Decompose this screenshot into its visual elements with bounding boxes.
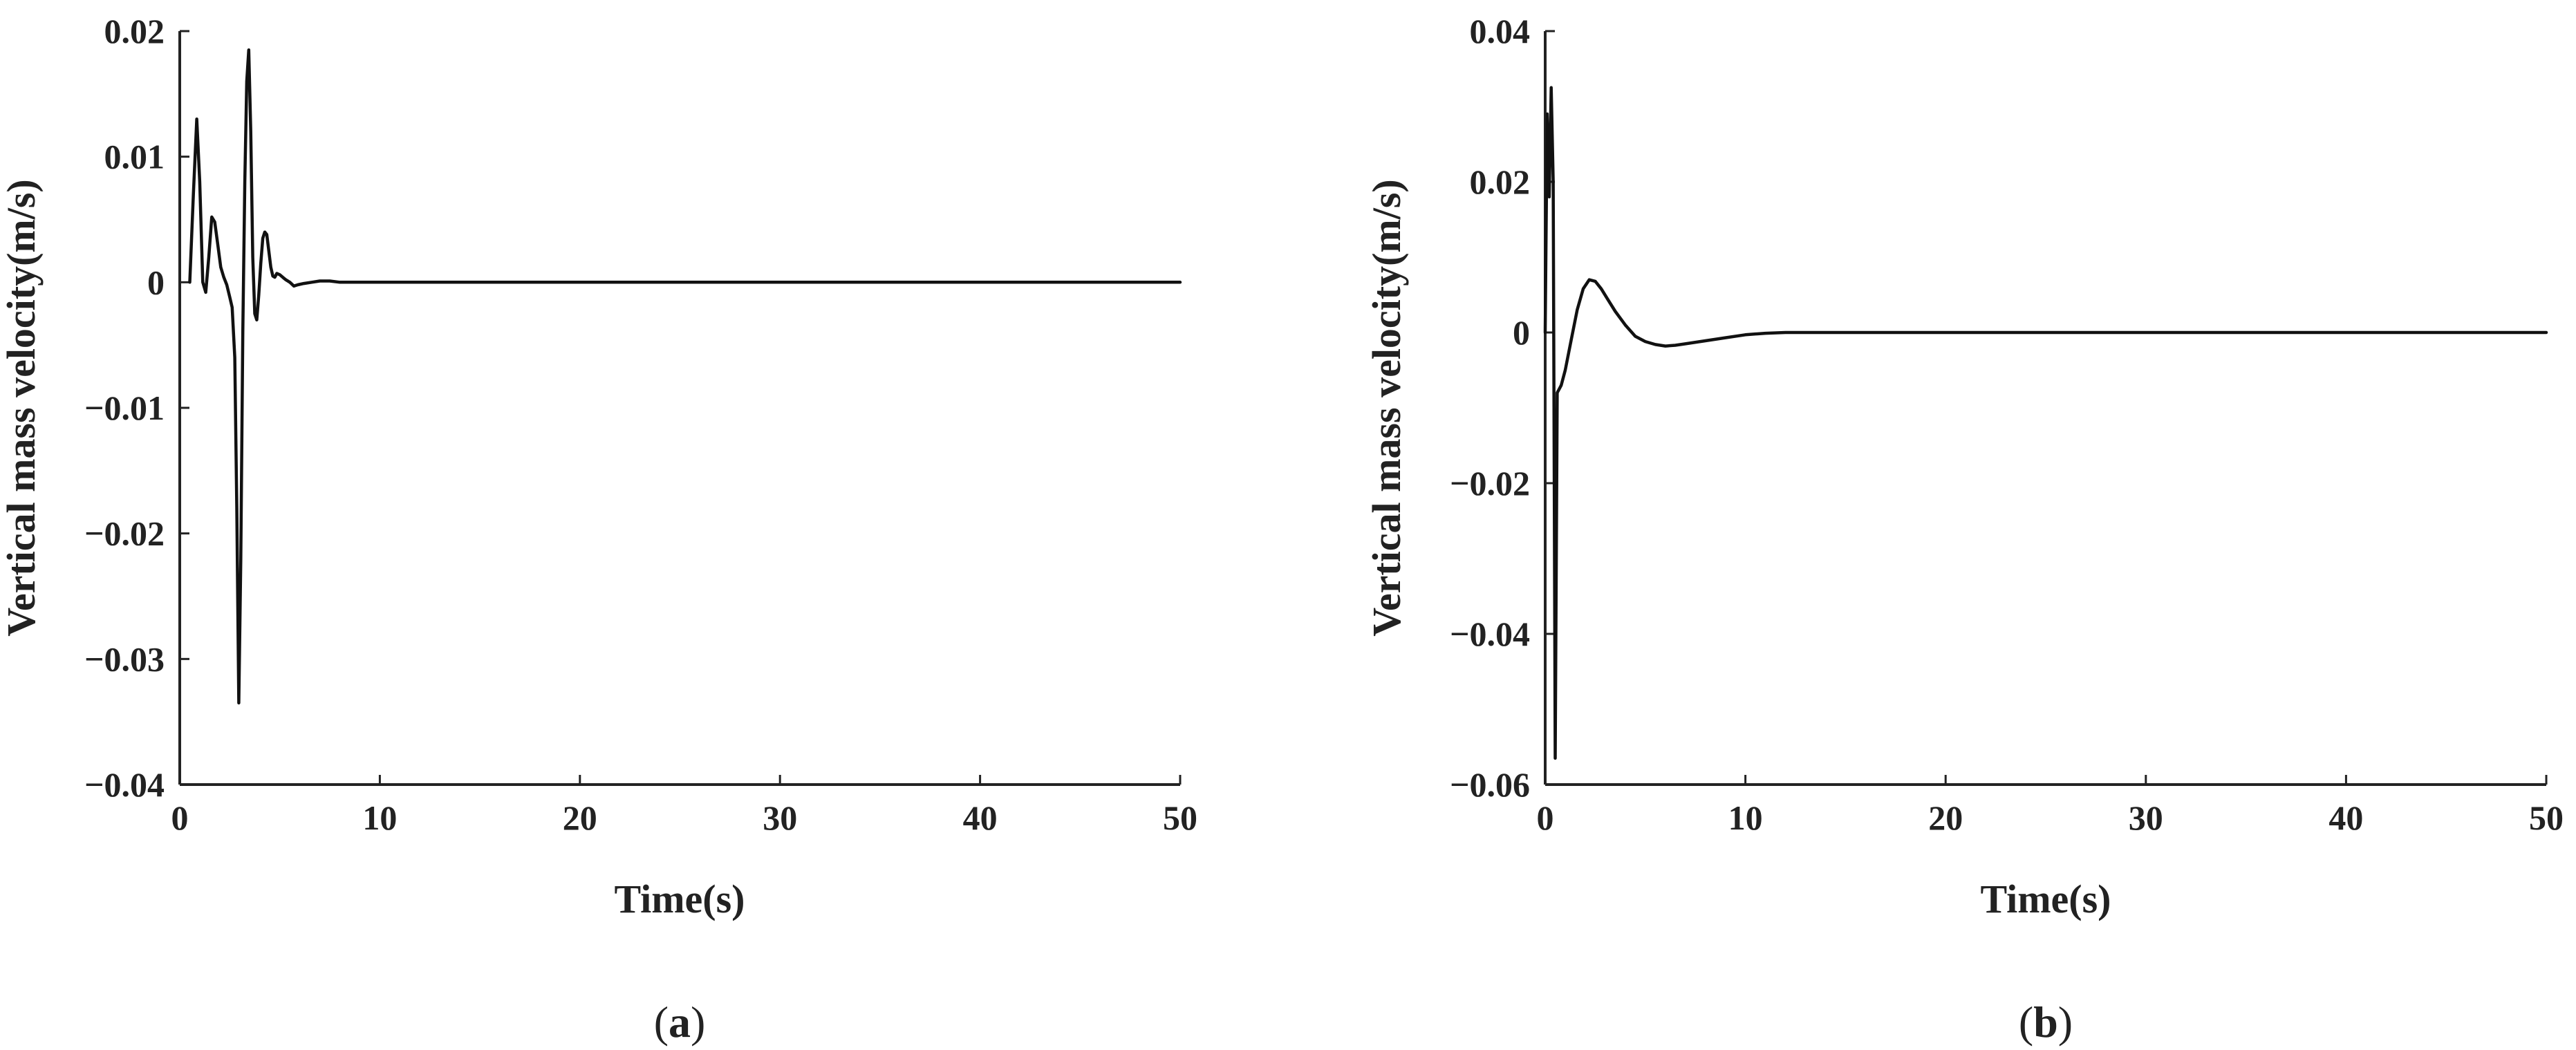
panel-a-x-axis-title: Time(s) [614,876,745,921]
panel-a-y-tick-label: 0.02 [104,12,165,50]
panel-b-velocity-line [1543,86,2548,760]
panel-b-x-axis-title: Time(s) [1980,876,2111,921]
panel-b-x-ticks: 0 10 20 30 40 50 [1537,775,2564,837]
panel-b-y-tick-label: 0.02 [1470,162,1531,201]
panel-b-y-axis-title: Vertical mass velocity(m/s) [1364,179,1409,636]
panel-a-y-tick-label: −0.03 [84,639,165,678]
panel-a-y-tick-label: −0.01 [84,388,165,427]
panel-b-y-tick-label: −0.04 [1450,615,1530,653]
panel-a-y-axis-title: Vertical mass velocity(m/s) [0,179,44,636]
panel-b-x-tick-label: 40 [2328,798,2363,837]
panel-b-x-tick-label: 30 [2129,798,2163,837]
panel-a-x-ticks: 0 10 20 30 40 50 [171,775,1197,837]
panel-a-x-tick-label: 40 [963,798,998,837]
panel-a-velocity-line [188,48,1182,705]
panel-a-y-tick-label: 0.01 [104,138,165,176]
panel-b-label-letter: b [2033,997,2058,1047]
panel-a-x-tick-label: 20 [563,798,597,837]
panel-a-y-tick-label: −0.02 [84,514,165,553]
panel-a-y-tick-label: −0.04 [84,765,165,804]
panel-a-x-tick-label: 10 [362,798,397,837]
panel-b-x-tick-label: 0 [1537,798,1554,837]
panel-b-y-ticks: 0.04 0.02 0 −0.02 −0.04 −0.06 [1450,12,1555,804]
panel-b-y-tick-label: 0 [1513,313,1530,352]
panel-b-x-tick-label: 20 [1928,798,1963,837]
panel-a-y-ticks: 0.02 0.01 0 −0.01 −0.02 −0.03 −0.04 [84,12,189,804]
panel-a-x-tick-label: 30 [763,798,797,837]
panel-b-x-tick-label: 50 [2529,798,2564,837]
panel-a: 0 10 20 30 40 50 0.02 0.01 0 −0.01 −0.02 −0.03 −0.0… [0,12,1197,1047]
panel-a-x-tick-label: 50 [1163,798,1197,837]
panel-b-y-tick-label: −0.06 [1450,765,1530,804]
panel-b-x-tick-label: 10 [1728,798,1763,837]
panel-a-label: (a) [654,997,706,1047]
panel-a-y-tick-label: 0 [147,263,165,301]
panel-b-label: (b) [2019,997,2073,1047]
panel-a-x-tick-label: 0 [171,798,189,837]
panel-b: 0 10 20 30 40 50 0.04 0.02 0 −0.02 −0.04 −0.06 Tim… [1364,12,2564,1047]
panel-a-label-letter: a [669,997,691,1047]
panel-b-y-tick-label: −0.02 [1450,464,1530,503]
panel-b-y-tick-label: 0.04 [1470,12,1531,50]
